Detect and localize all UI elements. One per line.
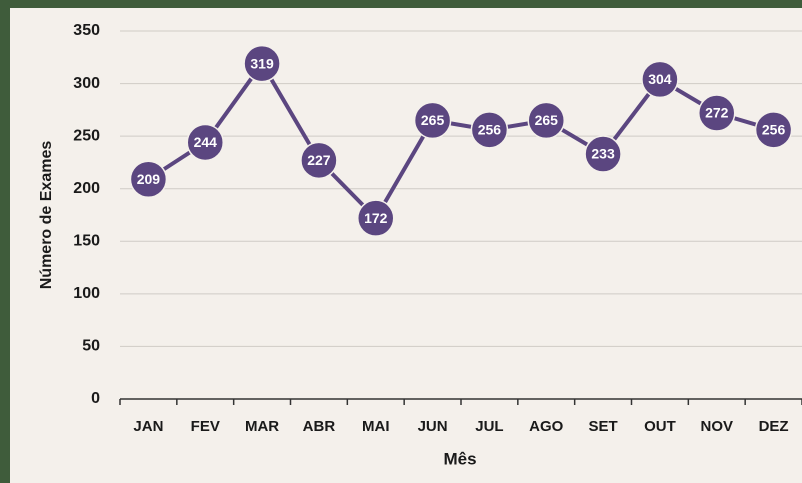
point: [129, 160, 168, 199]
data-label: 256: [478, 122, 502, 138]
data-label: 265: [421, 112, 445, 128]
x-tick-label: JUN: [418, 418, 448, 435]
y-tick-label: 300: [73, 75, 100, 92]
x-tick-label: SET: [588, 418, 617, 435]
x-tick-label: NOV: [700, 418, 733, 435]
data-label: 319: [250, 55, 274, 71]
point: [754, 111, 793, 149]
y-tick-label: 250: [73, 127, 100, 144]
point: [527, 101, 565, 140]
data-label: 265: [535, 112, 559, 128]
point: [698, 94, 736, 132]
x-tick-label: ABR: [303, 418, 336, 435]
data-label: 304: [648, 71, 672, 87]
x-tick-label: JAN: [133, 418, 163, 435]
point: [470, 111, 509, 149]
point: [584, 135, 622, 173]
x-tick-label: FEV: [191, 418, 220, 435]
y-tick-label: 50: [82, 338, 100, 355]
data-label: 233: [591, 146, 615, 162]
x-tick-label: OUT: [644, 418, 676, 435]
x-tick-label: MAI: [362, 418, 390, 435]
chart-background: [10, 8, 802, 483]
y-tick-label: 0: [91, 390, 100, 407]
data-label: 209: [137, 171, 161, 187]
data-label: 172: [364, 210, 388, 226]
data-label: 272: [705, 105, 729, 121]
y-tick-label: 350: [73, 22, 100, 39]
point: [186, 123, 224, 162]
data-label: 227: [307, 152, 331, 168]
point: [300, 141, 338, 180]
point: [641, 60, 679, 99]
x-tick-label: JUL: [475, 418, 503, 435]
y-axis-label: Número de Exames: [38, 141, 55, 290]
data-label: 256: [762, 122, 786, 138]
point: [243, 44, 281, 83]
x-tick-label: DEZ: [759, 418, 789, 435]
x-axis-label: Mês: [443, 449, 476, 468]
point: [357, 199, 395, 237]
data-label: 244: [194, 134, 218, 150]
x-tick-label: AGO: [529, 418, 564, 435]
x-tick-label: MAR: [245, 418, 279, 435]
point: [413, 101, 452, 140]
y-tick-label: 150: [73, 233, 100, 250]
y-tick-label: 100: [73, 285, 100, 302]
y-tick-label: 200: [73, 180, 100, 197]
